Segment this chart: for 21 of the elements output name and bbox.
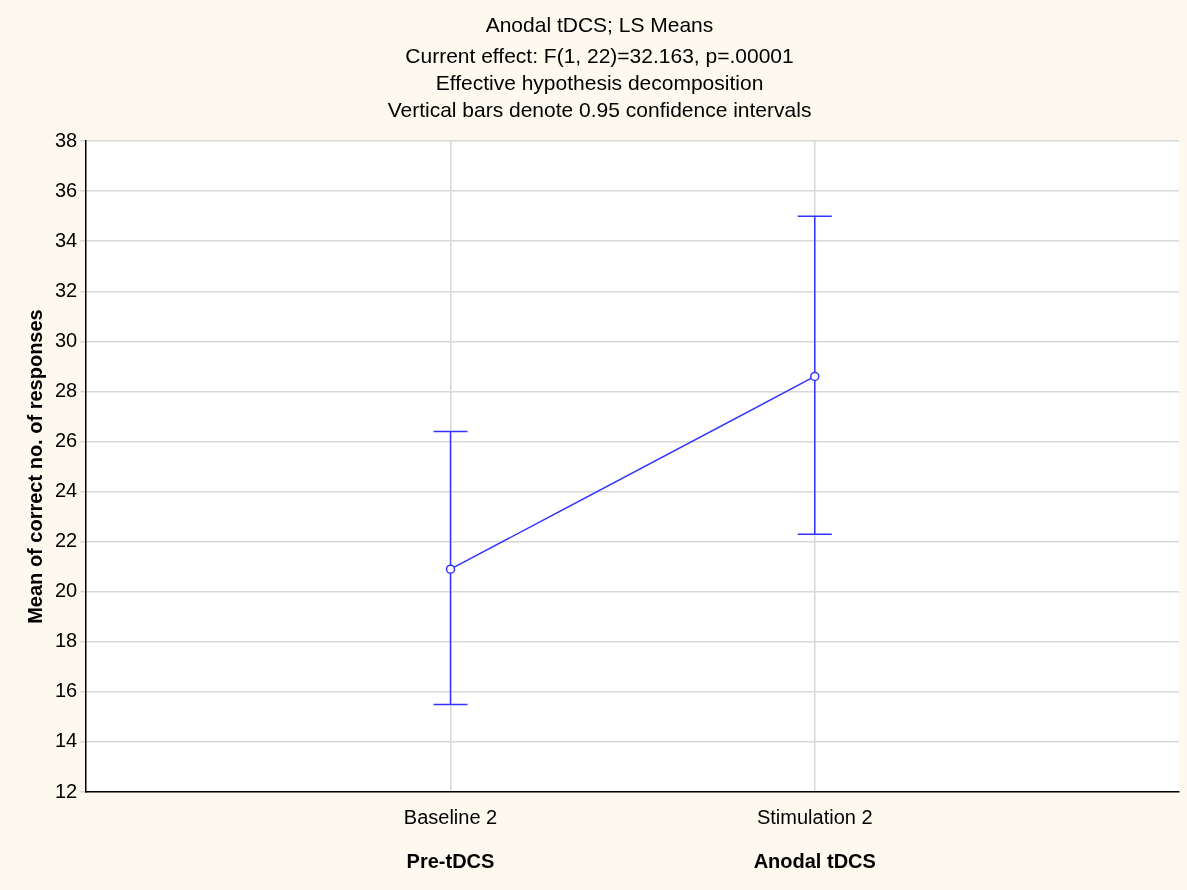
y-tick-label: 36 <box>55 178 78 201</box>
text: Pre-tDCS <box>406 849 495 872</box>
y-tick-label: 18 <box>55 629 78 652</box>
y-tick-label: 20 <box>55 579 78 602</box>
x-tick-label: Stimulation 2 <box>756 805 873 828</box>
y-tick-label: 28 <box>55 378 78 401</box>
y-tick-label: 32 <box>55 278 78 301</box>
y-tick-label: 30 <box>55 328 78 351</box>
y-tick-label: 12 <box>55 779 78 802</box>
y-tick-label: 16 <box>55 679 78 702</box>
y-tick-label: 38 <box>55 128 78 151</box>
y-axis-title: Mean of correct no. of responses <box>23 309 46 624</box>
y-tick-label: 14 <box>55 729 78 752</box>
y-tick-label: 24 <box>55 479 78 502</box>
y-tick-label: 22 <box>55 529 78 552</box>
y-tick-label: 34 <box>55 228 78 251</box>
x-tick-label: Baseline 2 <box>403 805 498 828</box>
text: Anodal tDCS <box>753 849 876 872</box>
chart-subtitle: Current effect: F(1, 22)=32.163, p=.00001 Effective hypothesis decomposition Vertical bars denote 0.95 confidence intervals <box>387 43 812 122</box>
y-tick-label: 26 <box>55 429 78 452</box>
chart-title: Anodal tDCS; LS Means <box>485 13 714 37</box>
